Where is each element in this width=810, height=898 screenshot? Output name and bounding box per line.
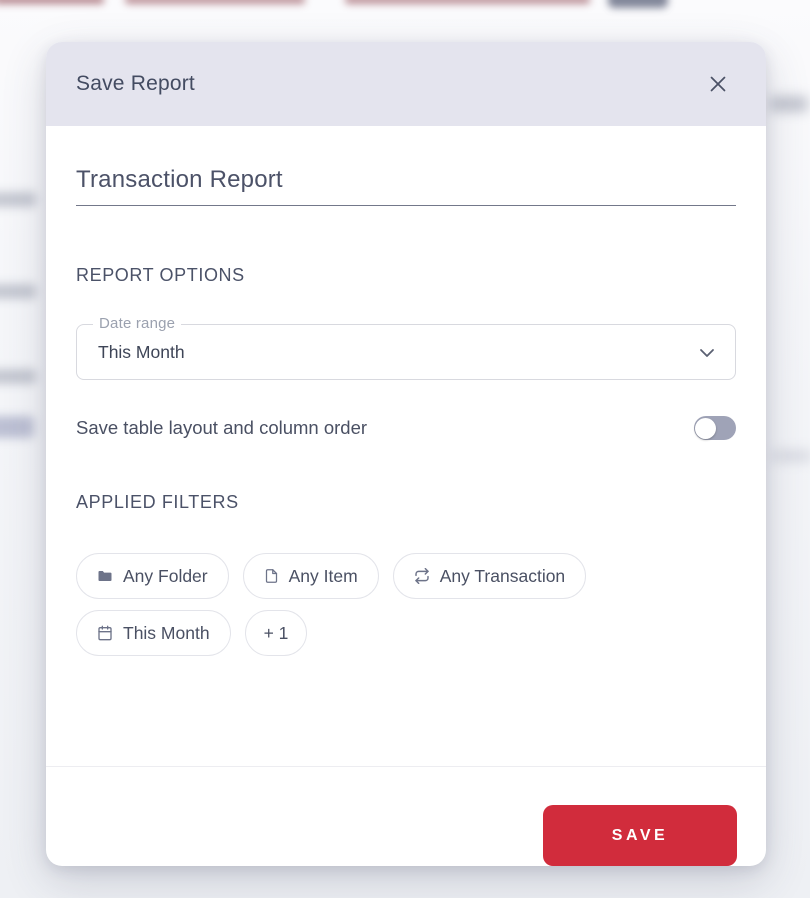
background-blurred-tab xyxy=(125,0,305,4)
filter-chip-list: Any Folder Any Item xyxy=(76,553,636,656)
report-name-input[interactable] xyxy=(76,166,736,194)
background-blurred-tab xyxy=(345,0,590,4)
filter-chip-month[interactable]: This Month xyxy=(76,610,231,656)
date-range-label: Date range xyxy=(93,315,182,332)
calendar-icon xyxy=(97,625,113,641)
background-blurred-text xyxy=(772,450,810,462)
date-range-value: This Month xyxy=(98,341,185,362)
background-blurred-text xyxy=(0,192,36,207)
chip-label: Any Folder xyxy=(123,565,208,586)
chip-label: + 1 xyxy=(263,622,289,643)
chip-label: Any Transaction xyxy=(439,565,566,586)
background-blurred-bar xyxy=(0,416,34,438)
layout-toggle-row: Save table layout and column order xyxy=(76,416,736,440)
dialog-footer: SAVE xyxy=(46,766,766,866)
filter-chip-transaction[interactable]: Any Transaction xyxy=(392,553,587,599)
layout-toggle-switch[interactable] xyxy=(694,416,736,440)
applied-filters-heading: APPLIED FILTERS xyxy=(76,492,239,512)
report-options-heading: REPORT OPTIONS xyxy=(76,265,245,285)
background-blurred-text xyxy=(0,284,36,299)
save-button[interactable]: SAVE xyxy=(543,805,737,866)
sync-icon xyxy=(414,568,430,584)
background-blurred-button xyxy=(608,0,668,8)
date-range-select[interactable]: Date range This Month xyxy=(76,315,736,380)
file-icon xyxy=(264,568,279,584)
filter-chip-folder[interactable]: Any Folder xyxy=(76,553,229,599)
report-name-field xyxy=(76,166,736,206)
filter-chip-more-count[interactable]: + 1 xyxy=(244,610,308,656)
chip-label: This Month xyxy=(123,622,210,643)
chip-label: Any Item xyxy=(288,565,358,586)
folder-icon xyxy=(97,568,113,584)
close-button[interactable] xyxy=(698,64,738,104)
close-icon xyxy=(705,71,731,97)
chevron-down-icon xyxy=(695,341,719,365)
dialog-title: Save Report xyxy=(76,72,195,95)
filter-chip-item[interactable]: Any Item xyxy=(242,553,379,599)
toggle-knob xyxy=(695,417,716,439)
save-report-dialog: Save Report REPORT OPTIONS Date range Th… xyxy=(46,42,766,866)
dialog-header: Save Report xyxy=(46,42,766,126)
background-blurred-tab xyxy=(0,0,104,4)
layout-toggle-label: Save table layout and column order xyxy=(76,417,368,438)
background-blurred-text xyxy=(770,96,808,112)
dialog-body: REPORT OPTIONS Date range This Month Sav… xyxy=(46,126,766,656)
background-blurred-text xyxy=(0,369,36,384)
